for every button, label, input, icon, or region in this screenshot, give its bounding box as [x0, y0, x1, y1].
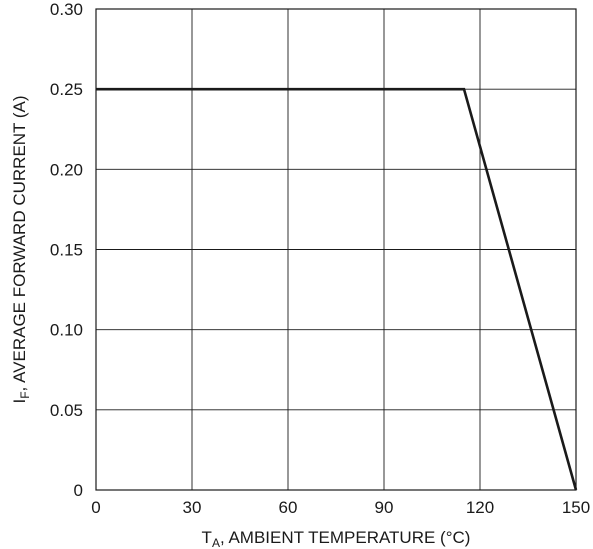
x-tick-label: 150 — [562, 498, 590, 517]
y-tick-label: 0.15 — [50, 241, 83, 260]
plot-frame — [95, 8, 577, 491]
x-tick-labels: 0 30 60 90 120 150 — [91, 498, 590, 517]
y-tick-labels: 0 0.05 0.10 0.15 0.20 0.25 0.30 — [50, 0, 83, 500]
x-tick-label: 120 — [466, 498, 494, 517]
x-tick-label: 0 — [91, 498, 100, 517]
x-axis-title-rest: , AMBIENT TEMPERATURE (°C) — [220, 528, 471, 547]
y-axis-title-subscript: F — [18, 391, 32, 398]
y-axis-title: IF, AVERAGE FORWARD CURRENT (A) — [10, 95, 32, 403]
x-tick-label: 30 — [183, 498, 202, 517]
y-tick-label: 0.20 — [50, 160, 83, 179]
y-tick-label: 0.10 — [50, 321, 83, 340]
x-tick-label: 60 — [279, 498, 298, 517]
y-axis-title-main: I — [10, 399, 29, 404]
y-tick-label: 0 — [74, 481, 83, 500]
x-axis-title-main: T — [202, 528, 212, 547]
x-axis-title: TA, AMBIENT TEMPERATURE (°C) — [202, 528, 471, 549]
y-tick-label: 0.30 — [50, 0, 83, 19]
series-layer — [96, 87, 578, 491]
y-axis-title-rest: , AVERAGE FORWARD CURRENT (A) — [10, 95, 29, 391]
y-tick-label: 0.25 — [50, 80, 83, 99]
x-axis-title-subscript: A — [212, 536, 220, 549]
x-tick-label: 90 — [375, 498, 394, 517]
series-line — [96, 87, 578, 491]
y-tick-label: 0.05 — [50, 401, 83, 420]
grid — [95, 8, 577, 491]
